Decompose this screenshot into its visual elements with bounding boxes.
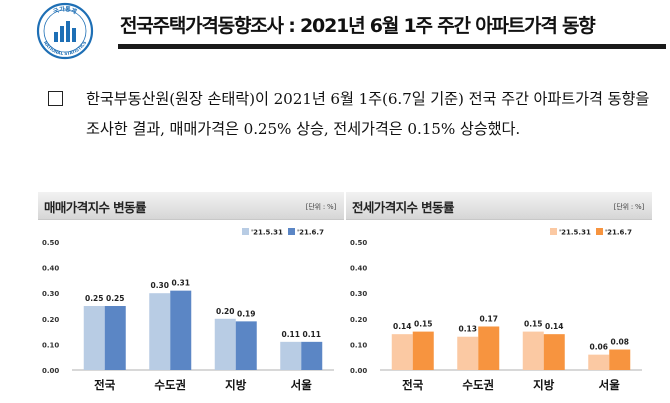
chart-title-bar: 매매가격지수 변동률 [단위 : %] [38,192,344,220]
chart-title-bar: 전세가격지수 변동률 [단위 : %] [346,192,652,220]
bar [412,331,434,370]
data-label: 0.14 [393,322,412,331]
y-tick-label: 0.00 [42,367,59,375]
bar [235,321,257,370]
bar [391,334,413,370]
chart-background [346,220,652,403]
data-label: 0.11 [281,330,300,339]
legend-swatch [550,228,557,235]
svg-text:국가통계: 국가통계 [52,5,79,16]
bar [214,318,236,370]
chart-plot: 0.00 0.10 0.20 0.30 0.40 0.50 '21.5.31 '21.6.7 0… [38,220,344,403]
category-label: 지방 [225,378,247,392]
chart-unit: [단위 : %] [613,203,644,211]
category-label: 서울 [291,378,313,392]
y-tick-label: 0.20 [350,316,367,324]
chart-title: 매매가격지수 변동률 [44,200,146,215]
bar [543,334,565,370]
national-statistics-logo: 국가통계 NATIONAL STATISTICS [36,2,94,60]
legend-swatch [288,228,295,235]
y-tick-label: 0.30 [350,290,367,298]
data-label: 0.06 [589,343,608,352]
category-label: 서울 [599,378,621,392]
checkbox-bullet-icon [48,91,63,106]
y-tick-label: 0.10 [350,341,367,349]
legend-label: '21.5.31 [251,229,283,237]
data-label: 0.30 [150,281,169,290]
summary-text: 한국부동산원(원장 손태락)이 2021년 6월 1주(6.7일 기준) 전국 … [86,90,654,138]
chart-unit: [단위 : %] [305,203,336,211]
y-tick-label: 0.50 [42,239,59,247]
bar [522,331,544,370]
data-label: 0.31 [171,279,190,288]
bar [609,349,631,370]
category-label: 수도권 [154,378,186,392]
data-label: 0.14 [545,322,564,331]
category-label: 수도권 [462,378,494,392]
category-label: 지방 [533,378,555,392]
y-tick-label: 0.10 [42,341,59,349]
data-label: 0.13 [458,325,477,334]
y-tick-label: 0.40 [350,265,367,273]
chart-plot: 0.00 0.10 0.20 0.30 0.40 0.50 '21.5.31 '21.6.7 0… [346,220,652,403]
legend-label: '21.5.31 [559,229,591,237]
y-tick-label: 0.40 [42,265,59,273]
bar [478,326,500,370]
sale-price-chart: 매매가격지수 변동률 [단위 : %] 0.00 0.10 0.20 0.30 0.40… [38,192,344,403]
bar [457,336,479,370]
title-underline [118,44,666,49]
legend-swatch [596,228,603,235]
bar [280,341,302,370]
data-label: 0.17 [479,314,498,323]
bar [301,341,323,370]
bar [588,354,610,370]
data-label: 0.19 [237,309,256,318]
jeonse-price-chart: 전세가격지수 변동률 [단위 : %] 0.00 0.10 0.20 0.30 0.40… [346,192,652,403]
data-label: 0.25 [85,294,104,303]
y-tick-label: 0.00 [350,367,367,375]
report-header: 국가통계 NATIONAL STATISTICS 전국주택가격동향조사 : 20… [0,0,670,62]
page-title: 전국주택가격동향조사 : 2021년 6월 1주 주간 아파트가격 동향 [120,15,596,37]
bar [104,306,126,370]
legend-swatch [242,228,249,235]
summary-paragraph: 한국부동산원(원장 손태락)이 2021년 6월 1주(6.7일 기준) 전국 … [48,84,658,144]
category-label: 전국 [402,378,424,392]
data-label: 0.08 [610,338,629,347]
logo-bars-icon [54,21,76,42]
category-label: 전국 [94,378,116,392]
bar [170,290,192,370]
chart-title: 전세가격지수 변동률 [352,200,454,215]
data-label: 0.15 [524,320,543,329]
logo-text-top: 국가통계 [52,5,79,16]
bar [149,293,171,370]
legend-label: '21.6.7 [605,229,632,237]
y-tick-label: 0.50 [350,239,367,247]
legend-label: '21.6.7 [297,229,324,237]
bar [83,306,105,370]
data-label: 0.20 [216,307,235,316]
y-tick-label: 0.20 [42,316,59,324]
data-label: 0.15 [414,320,433,329]
data-label: 0.25 [106,294,125,303]
y-tick-label: 0.30 [42,290,59,298]
data-label: 0.11 [302,330,321,339]
